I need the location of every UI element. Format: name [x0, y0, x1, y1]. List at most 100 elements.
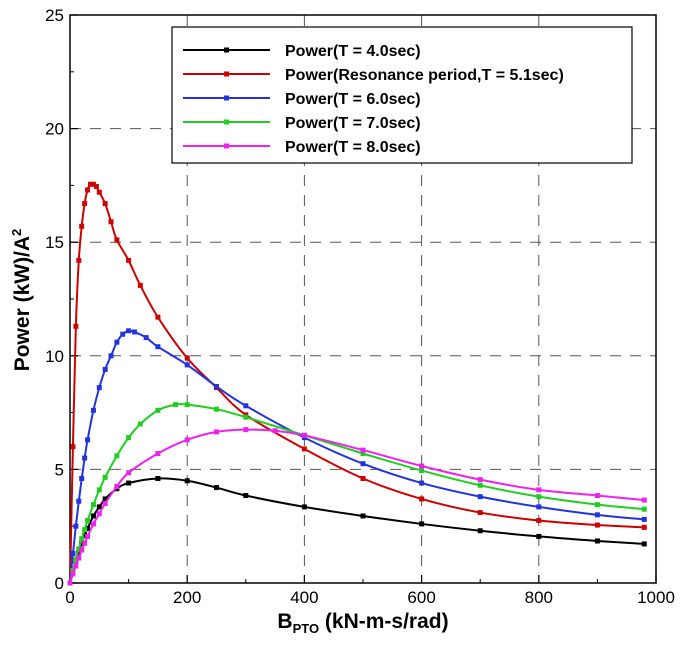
- data-point-marker: [360, 461, 366, 467]
- x-tick-label: 200: [173, 588, 201, 607]
- data-point-marker: [594, 512, 600, 518]
- data-point-marker: [88, 181, 94, 187]
- data-point-marker: [90, 407, 96, 413]
- data-point-marker: [85, 187, 91, 193]
- legend-label: Power(T = 8.0sec): [285, 139, 421, 156]
- data-point-marker: [184, 362, 190, 368]
- x-tick-label: 400: [290, 588, 318, 607]
- data-point-marker: [641, 497, 647, 503]
- series-1: [67, 475, 647, 586]
- y-tick-label: 0: [55, 574, 64, 593]
- data-point-marker: [155, 344, 161, 350]
- data-point-marker: [70, 550, 76, 556]
- data-point-marker: [79, 475, 85, 481]
- data-point-marker: [82, 455, 88, 461]
- y-tick-label: 5: [55, 460, 64, 479]
- legend-swatch-marker: [224, 143, 229, 149]
- data-point-marker: [243, 414, 249, 420]
- data-point-marker: [301, 446, 307, 452]
- data-point-marker: [79, 547, 85, 553]
- data-point-marker: [76, 555, 82, 561]
- data-point-marker: [126, 435, 132, 441]
- data-point-marker: [76, 498, 82, 504]
- legend-label: Power(Resonance period,T = 5.1sec): [285, 67, 564, 84]
- data-point-marker: [96, 189, 102, 195]
- data-point-marker: [114, 453, 120, 459]
- series-5: [67, 427, 647, 586]
- data-point-marker: [184, 437, 190, 443]
- data-point-marker: [477, 482, 483, 488]
- data-point-marker: [82, 532, 88, 538]
- data-point-marker: [85, 437, 91, 443]
- data-point-marker: [594, 522, 600, 528]
- data-point-marker: [477, 510, 483, 516]
- data-point-marker: [96, 385, 102, 391]
- x-axis-title: BPTO (kN-m-s/rad): [277, 610, 448, 636]
- data-point-marker: [214, 485, 219, 491]
- data-point-marker: [155, 475, 161, 481]
- data-point-marker: [82, 540, 88, 546]
- x-tick-label: 0: [65, 588, 74, 607]
- data-point-marker: [184, 402, 190, 408]
- data-point-marker: [79, 223, 85, 229]
- data-point-marker: [172, 402, 178, 408]
- data-point-marker: [96, 511, 102, 517]
- data-point-marker: [301, 432, 307, 438]
- x-axis-title-subscript: PTO: [293, 621, 320, 636]
- axis-ticks: 0 200 400 600 800 1000 0 5 10 15 20 25: [45, 6, 675, 607]
- data-point-marker: [90, 181, 96, 187]
- data-point-marker: [93, 184, 99, 190]
- data-point-marker: [214, 383, 219, 389]
- data-point-marker: [137, 421, 143, 427]
- data-point-marker: [73, 563, 79, 569]
- legend-swatch-marker: [224, 71, 229, 77]
- data-point-marker: [126, 480, 132, 486]
- data-point-marker: [90, 513, 96, 519]
- data-point-marker: [214, 406, 219, 412]
- data-point-marker: [360, 475, 366, 481]
- data-point-marker: [82, 201, 88, 207]
- data-point-marker: [477, 494, 483, 500]
- series-line: [69, 477, 645, 584]
- data-point-marker: [360, 447, 366, 453]
- data-point-marker: [76, 257, 82, 263]
- data-point-marker: [102, 474, 108, 480]
- data-point-marker: [641, 516, 647, 522]
- data-point-marker: [102, 500, 108, 506]
- data-point-marker: [143, 335, 149, 341]
- data-point-marker: [76, 546, 82, 552]
- data-point-marker: [594, 493, 600, 499]
- data-point-marker: [102, 496, 108, 502]
- data-point-marker: [184, 478, 190, 484]
- data-point-marker: [243, 403, 249, 409]
- y-tick-label: 25: [45, 6, 64, 25]
- data-point-marker: [82, 527, 88, 533]
- y-tick-label: 15: [45, 233, 64, 252]
- data-point-marker: [419, 496, 425, 502]
- data-point-marker: [243, 493, 249, 499]
- data-point-marker: [536, 487, 542, 493]
- data-point-marker: [477, 477, 483, 483]
- data-point-marker: [73, 556, 79, 562]
- data-point-marker: [272, 428, 278, 434]
- data-point-marker: [96, 487, 102, 493]
- data-point-marker: [155, 407, 161, 413]
- data-point-marker: [120, 331, 126, 337]
- x-tick-label: 600: [407, 588, 435, 607]
- legend-label: Power(T = 4.0sec): [285, 43, 421, 60]
- y-tick-label: 20: [45, 120, 64, 139]
- data-point-marker: [85, 533, 91, 539]
- data-point-marker: [419, 521, 425, 527]
- data-point-marker: [214, 429, 219, 435]
- data-point-marker: [108, 219, 114, 225]
- legend-swatch-marker: [224, 95, 229, 101]
- data-point-marker: [70, 568, 76, 574]
- data-point-marker: [594, 502, 600, 508]
- x-tick-label: 800: [525, 588, 553, 607]
- legend-swatch-marker: [224, 47, 229, 53]
- data-point-marker: [114, 339, 120, 345]
- data-point-marker: [137, 282, 143, 288]
- data-point-marker: [102, 201, 108, 207]
- data-point-marker: [96, 504, 102, 510]
